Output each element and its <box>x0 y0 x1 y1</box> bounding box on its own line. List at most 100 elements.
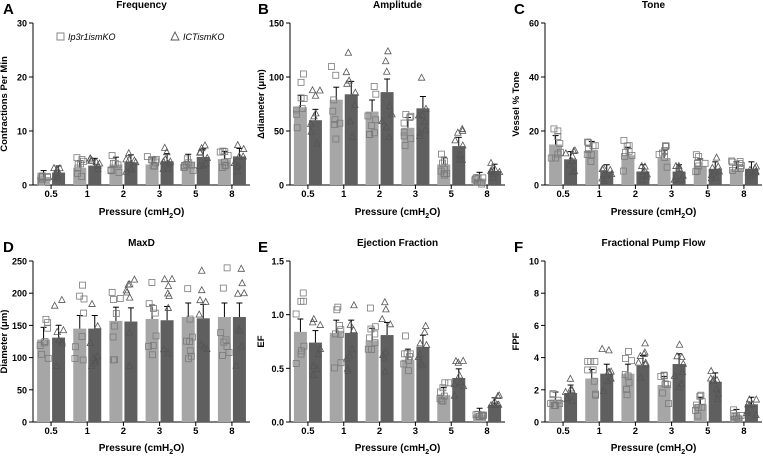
data-point-square <box>150 305 157 312</box>
data-point-triangle <box>159 344 168 353</box>
data-point-square <box>80 309 88 317</box>
data-point-triangle <box>127 165 136 173</box>
data-point-square <box>217 329 225 337</box>
panel-title: MaxD <box>128 238 155 249</box>
data-point-square <box>589 366 597 374</box>
data-point-square <box>554 150 562 158</box>
y-axis-label: Contractions Per Min <box>0 56 10 152</box>
data-point-triangle <box>125 293 134 301</box>
y-tick-label: 8 <box>534 289 539 299</box>
data-point-square <box>107 167 115 175</box>
y-tick-label: 0.0 <box>271 418 284 428</box>
data-point-square <box>474 410 482 418</box>
data-point-triangle <box>452 356 460 365</box>
data-point-square <box>111 356 118 364</box>
data-point-triangle <box>201 141 209 149</box>
bar-ictismko <box>380 335 394 422</box>
data-point-triangle <box>95 159 104 167</box>
data-point-triangle <box>747 399 756 408</box>
data-point-triangle <box>746 172 755 180</box>
data-point-triangle <box>160 143 169 151</box>
x-tick-label: 3 <box>669 426 674 437</box>
data-point-square <box>224 152 232 159</box>
data-point-square <box>292 310 300 318</box>
x-axis-label-sub: 2 <box>681 449 685 456</box>
data-point-square <box>151 309 159 317</box>
data-point-triangle <box>233 162 242 170</box>
y-axis-label: Vessel % Tone <box>511 71 522 136</box>
x-tick-label: 1 <box>85 426 91 437</box>
data-point-triangle <box>57 295 66 303</box>
bar-ip3r1ismko <box>585 149 599 185</box>
bar-ictismko <box>308 342 322 422</box>
data-point-triangle <box>489 173 498 181</box>
panel-letter: C <box>514 1 525 18</box>
data-point-triangle <box>316 320 325 328</box>
y-tick-label: 6 <box>534 321 539 331</box>
data-point-square <box>401 332 409 340</box>
data-point-triangle <box>418 110 427 118</box>
data-point-square <box>337 359 345 367</box>
x-tick-label: 8 <box>484 189 489 200</box>
data-point-square <box>108 152 116 159</box>
data-point-square <box>621 153 628 160</box>
data-point-triangle <box>458 126 467 134</box>
data-point-triangle <box>602 171 611 179</box>
data-point-triangle <box>344 48 353 56</box>
data-point-square <box>42 315 50 323</box>
x-axis-label-end: O) <box>429 207 440 218</box>
bar-ictismko <box>452 146 466 185</box>
data-point-triangle <box>342 354 351 362</box>
bar-ictismko <box>636 365 650 422</box>
bar-ip3r1ismko <box>109 320 123 422</box>
panel-d: D MaxD 0 50 100 150 200 250 Diameter (μm) 0.5 1 2 3 5… <box>0 238 250 456</box>
data-point-square <box>366 304 374 312</box>
data-point-triangle <box>159 164 168 172</box>
data-point-triangle <box>88 299 96 307</box>
x-axis-label-sub: 2 <box>169 213 173 220</box>
x-tick-label: 8 <box>484 426 489 437</box>
data-point-square <box>701 159 709 167</box>
data-point-triangle <box>456 150 464 158</box>
data-point-triangle <box>309 361 318 369</box>
data-point-square <box>180 162 188 169</box>
data-point-square <box>372 116 380 124</box>
data-point-triangle <box>307 127 316 135</box>
y-tick-label: 0 <box>534 181 539 191</box>
x-tick-label: 0.5 <box>44 426 58 437</box>
panel-b: B Amplitude 0 50 100 150 Δdiameter (μm) 0.5 1 2 3 5… <box>256 0 505 220</box>
bar-ictismko <box>196 318 210 422</box>
data-point-square <box>547 400 555 407</box>
data-point-square <box>400 119 408 127</box>
data-point-triangle <box>50 301 59 309</box>
data-point-square <box>71 355 79 362</box>
data-point-triangle <box>309 370 318 378</box>
panel-title: Ejection Fraction <box>357 238 438 249</box>
panel-title: Frequency <box>116 0 167 11</box>
x-tick-label: 5 <box>449 426 455 437</box>
data-point-square <box>300 297 307 305</box>
data-point-square <box>297 297 305 305</box>
data-point-triangle <box>316 86 324 94</box>
bar-ip3r1ismko <box>145 164 159 185</box>
data-point-square <box>584 138 592 146</box>
data-point-square <box>76 292 84 300</box>
data-point-square <box>219 284 227 292</box>
data-point-triangle <box>201 297 210 305</box>
y-axis-label: Diameter (μm) <box>0 310 10 374</box>
data-point-triangle <box>201 159 210 168</box>
bar-ip3r1ismko <box>401 359 415 422</box>
data-point-triangle <box>164 303 173 311</box>
data-point-triangle <box>348 345 356 353</box>
y-axis-label: Δdiameter (μm) <box>256 69 267 139</box>
data-point-triangle <box>195 310 204 318</box>
data-point-square <box>216 148 224 156</box>
data-point-triangle <box>670 371 679 379</box>
data-point-square <box>694 412 702 420</box>
data-point-triangle <box>453 128 462 136</box>
data-point-triangle <box>570 166 579 175</box>
data-point-triangle <box>350 300 358 309</box>
x-axis-label: Pressure (cmH2O) <box>99 443 185 456</box>
data-point-square <box>368 122 376 130</box>
data-point-triangle <box>125 328 134 336</box>
